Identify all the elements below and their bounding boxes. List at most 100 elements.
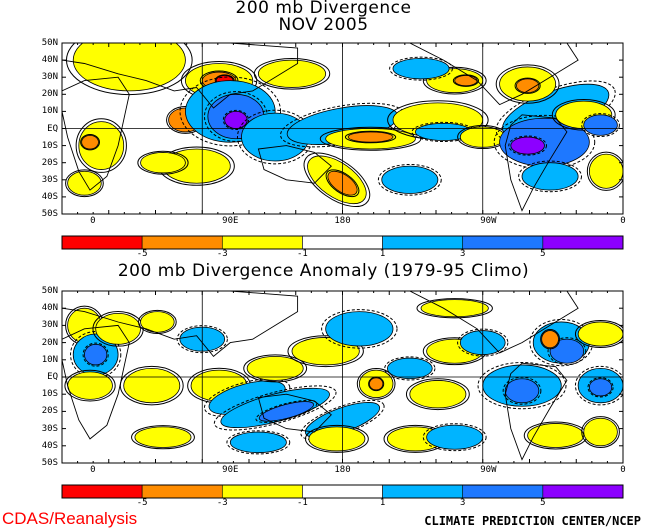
contour-line	[303, 152, 371, 208]
contour-line	[304, 424, 369, 453]
longitude-label: 0	[90, 465, 96, 475]
coastline	[409, 43, 579, 106]
anomaly-region	[381, 165, 439, 194]
contour-line	[581, 113, 620, 138]
latitude-label: 40N	[41, 303, 58, 314]
anomaly-region	[308, 426, 366, 452]
colorbar-swatch	[221, 484, 303, 499]
longitude-label: 0	[620, 216, 626, 226]
latitude-label: 20S	[41, 406, 58, 417]
contour-line	[222, 109, 249, 131]
contour-line	[179, 76, 282, 147]
contour-line	[477, 361, 567, 410]
anomaly-region	[541, 330, 559, 349]
anomaly-region	[583, 114, 618, 136]
anomaly-region	[257, 59, 327, 88]
anomaly-region	[246, 355, 304, 381]
longitude-label: 180	[334, 216, 351, 226]
colorbar-tick-label: 3	[459, 498, 466, 508]
data-source-label: CDAS/Reanalysis	[2, 509, 138, 528]
contour-line	[82, 342, 109, 367]
colorbar-swatch	[61, 235, 143, 250]
latitude-label: 10N	[41, 106, 58, 117]
contour-line	[92, 311, 144, 347]
latitude-label: 40N	[41, 55, 58, 66]
latitude-label: 50S	[41, 209, 58, 219]
coastline	[62, 291, 299, 358]
contour-line	[138, 309, 177, 335]
anomaly-region	[454, 75, 478, 87]
contour-line	[203, 378, 291, 417]
bottom-map-contours	[62, 291, 623, 463]
contour-line	[581, 416, 620, 448]
colorbar-swatch	[302, 235, 383, 250]
contour-line	[356, 367, 396, 400]
anomaly-region	[84, 343, 108, 366]
contour-line	[213, 385, 337, 431]
contour-line	[64, 369, 116, 402]
top-map-colorbar	[61, 235, 624, 250]
colorbar-swatch	[61, 484, 143, 499]
colorbar-tick-label: 1	[379, 498, 386, 508]
credit-label: CLIMATE PREDICTION CENTER/NCEP	[424, 514, 641, 528]
latitude-label: 20N	[41, 89, 58, 100]
anomaly-region	[140, 311, 175, 333]
colorbar-swatch	[382, 484, 464, 499]
colorbar-swatch	[542, 484, 624, 499]
colorbar-swatch	[141, 235, 223, 250]
latitude-label: 30S	[41, 174, 58, 185]
anomaly-region	[549, 338, 585, 364]
latitude-label: 30S	[41, 423, 58, 434]
latitude-label: 20N	[41, 337, 58, 348]
anomaly-region	[95, 312, 141, 345]
contour-line	[405, 378, 470, 411]
latitude-label: 20S	[41, 157, 58, 168]
colorbar-tick-label: 5	[540, 498, 546, 508]
colorbar-tick-label: -3	[216, 249, 228, 259]
coastline	[257, 145, 332, 184]
latitude-label: 10S	[41, 140, 58, 151]
contour-line	[131, 425, 195, 450]
anomaly-region	[510, 136, 545, 155]
latitude-label: 10S	[41, 389, 58, 400]
anomaly-region	[224, 110, 248, 129]
anomaly-region	[78, 121, 125, 170]
colorbar-swatch	[462, 484, 544, 499]
contour-line	[495, 64, 560, 104]
top-map-contours	[62, 43, 623, 214]
coastline	[62, 76, 130, 191]
anomaly-region	[516, 78, 540, 93]
latitude-label: 30N	[41, 320, 58, 331]
latitude-label: 30N	[41, 72, 58, 83]
anomaly-region	[577, 321, 623, 347]
longitude-label: 180	[334, 465, 351, 475]
coastline	[409, 291, 579, 354]
contour-line	[508, 135, 547, 156]
colorbar-tick-label: -1	[297, 498, 308, 508]
anomaly-region	[588, 378, 613, 397]
anomaly-region	[521, 162, 579, 191]
latitude-label: EQ	[47, 372, 58, 382]
contour-line	[586, 151, 623, 191]
anomaly-region	[81, 134, 99, 150]
contour-line	[540, 329, 560, 350]
contour-line	[377, 163, 442, 196]
longitude-label: 90E	[222, 216, 239, 226]
latitude-label: 10N	[41, 354, 58, 365]
contour-line	[325, 169, 360, 198]
contour-line	[80, 134, 100, 151]
contour-line	[253, 57, 331, 90]
colorbar-swatch	[382, 235, 464, 250]
coastline	[504, 362, 568, 461]
contour-line	[65, 169, 104, 198]
colorbar-tick-label: 3	[459, 249, 466, 259]
coastline	[257, 393, 332, 433]
colorbar-swatch	[542, 235, 624, 250]
contour-line	[137, 150, 189, 175]
contour-line	[384, 356, 436, 381]
contour-line	[574, 320, 623, 348]
contour-line	[547, 337, 587, 366]
coastline	[62, 43, 299, 109]
latitude-label: 40S	[41, 440, 58, 451]
contour-line	[514, 77, 541, 94]
